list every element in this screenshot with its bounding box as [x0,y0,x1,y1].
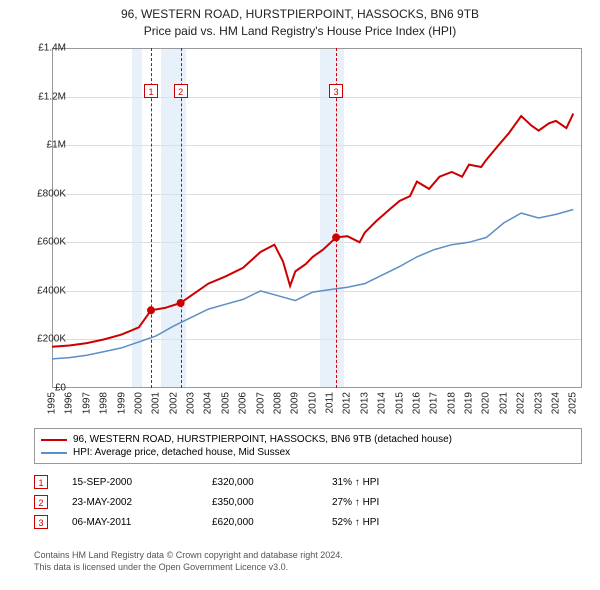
y-tick-label: £1.4M [16,43,66,54]
x-tick-label: 2018 [446,392,457,414]
y-tick-label: £1.2M [16,91,66,102]
legend-label-hpi: HPI: Average price, detached house, Mid … [73,447,290,458]
legend-label-property: 96, WESTERN ROAD, HURSTPIERPOINT, HASSOC… [73,434,452,445]
legend-row: 96, WESTERN ROAD, HURSTPIERPOINT, HASSOC… [41,433,575,446]
x-tick-label: 2013 [359,392,370,414]
x-tick-label: 2002 [168,392,179,414]
x-tick-label: 2022 [516,392,527,414]
title-line2: Price paid vs. HM Land Registry's House … [0,23,600,40]
sale-point [332,233,340,241]
x-tick-label: 2024 [550,392,561,414]
x-tick-label: 2009 [290,392,301,414]
line-series-svg [52,48,582,388]
sale-date: 23-MAY-2002 [72,497,212,508]
x-tick-label: 2005 [220,392,231,414]
sale-vs-hpi: 27% ↑ HPI [332,497,452,508]
x-tick-label: 2003 [186,392,197,414]
sales-table: 1 15-SEP-2000£320,00031% ↑ HPI 2 23-MAY-200… [34,472,582,532]
sale-price: £620,000 [212,517,332,528]
y-tick-label: £0 [16,383,66,394]
x-tick-label: 2012 [342,392,353,414]
x-tick-label: 2014 [377,392,388,414]
sale-point [147,306,155,314]
x-tick-label: 2006 [238,392,249,414]
sale-price: £350,000 [212,497,332,508]
sales-row: 1 15-SEP-2000£320,00031% ↑ HPI [34,472,582,492]
legend-swatch-hpi [41,452,67,454]
sale-date: 15-SEP-2000 [72,477,212,488]
x-tick-label: 2000 [133,392,144,414]
legend-row: HPI: Average price, detached house, Mid … [41,446,575,459]
x-tick-label: 1998 [99,392,110,414]
sale-index-box: 2 [34,495,48,509]
x-tick-label: 1999 [116,392,127,414]
x-tick-label: 2020 [481,392,492,414]
sale-index-box: 1 [34,475,48,489]
x-tick-label: 1997 [81,392,92,414]
y-tick-label: £600K [16,237,66,248]
sale-vs-hpi: 52% ↑ HPI [332,517,452,528]
x-tick-label: 2016 [411,392,422,414]
x-tick-label: 2023 [533,392,544,414]
x-tick-label: 1996 [64,392,75,414]
footer: Contains HM Land Registry data © Crown c… [34,550,343,573]
x-tick-label: 2004 [203,392,214,414]
sale-index-box: 3 [34,515,48,529]
sale-point [177,299,185,307]
y-tick-label: £1M [16,140,66,151]
title-line1: 96, WESTERN ROAD, HURSTPIERPOINT, HASSOC… [0,6,600,23]
title-block: 96, WESTERN ROAD, HURSTPIERPOINT, HASSOC… [0,0,600,40]
x-tick-label: 2017 [429,392,440,414]
y-tick-label: £800K [16,188,66,199]
sales-row: 3 06-MAY-2011£620,00052% ↑ HPI [34,512,582,532]
x-tick-label: 2008 [272,392,283,414]
chart-container: 96, WESTERN ROAD, HURSTPIERPOINT, HASSOC… [0,0,600,590]
footer-line2: This data is licensed under the Open Gov… [34,562,343,574]
legend-swatch-property [41,439,67,441]
y-tick-label: £400K [16,285,66,296]
sale-vs-hpi: 31% ↑ HPI [332,477,452,488]
x-tick-label: 2015 [394,392,405,414]
sales-row: 2 23-MAY-2002£350,00027% ↑ HPI [34,492,582,512]
x-tick-label: 2019 [464,392,475,414]
x-tick-label: 1995 [47,392,58,414]
sale-price: £320,000 [212,477,332,488]
x-tick-label: 2001 [151,392,162,414]
x-tick-label: 2021 [498,392,509,414]
sale-date: 06-MAY-2011 [72,517,212,528]
x-tick-label: 2025 [568,392,579,414]
x-tick-label: 2007 [255,392,266,414]
x-tick-label: 2010 [307,392,318,414]
y-tick-label: £200K [16,334,66,345]
footer-line1: Contains HM Land Registry data © Crown c… [34,550,343,562]
x-tick-label: 2011 [325,392,336,414]
series-line [52,210,573,359]
legend: 96, WESTERN ROAD, HURSTPIERPOINT, HASSOC… [34,428,582,464]
